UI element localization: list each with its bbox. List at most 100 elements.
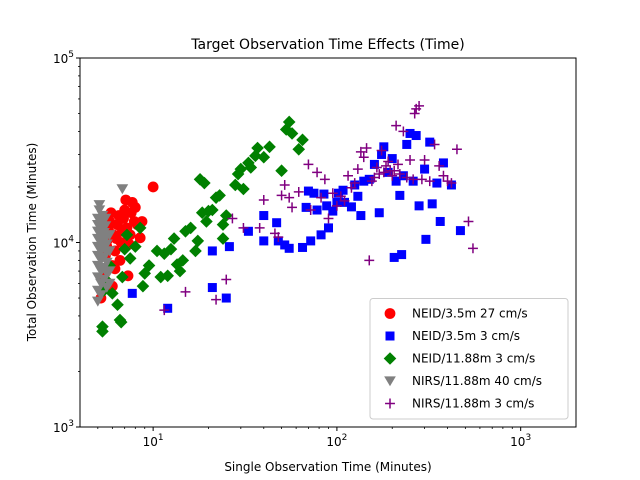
data-point [279,180,290,190]
data-point [352,164,363,175]
data-point [243,226,253,236]
chart-title: Target Observation Time Effects (Time) [190,37,464,53]
data-point [189,244,202,258]
data-point [193,173,207,186]
x-axis-label: Single Observation Time (Minutes) [224,460,431,474]
y-axis-ticks: 103 104 105 [53,50,80,435]
data-point [116,184,129,195]
data-point [238,222,249,233]
data-point [369,159,379,169]
tick-label: 105 [53,50,74,66]
legend-item: NEID/11.88m 3 cm/s [383,352,535,366]
data-point [316,192,327,203]
data-point [364,174,374,184]
data-point [319,189,329,199]
data-point [234,162,248,176]
data-point [114,254,126,266]
data-point [129,201,141,213]
data-point [338,185,348,195]
legend-marker [385,331,395,341]
data-point [312,167,323,178]
data-point [353,191,363,201]
data-point [393,159,403,170]
data-point [242,156,255,170]
data-point [309,188,319,198]
data-point [425,137,435,147]
data-point [167,232,181,245]
data-point [284,192,295,203]
data-point [244,161,258,174]
legend-marker [383,352,397,365]
data-point [455,226,465,236]
data-point [176,254,190,267]
data-point [419,155,430,165]
data-point [339,195,350,206]
data-point [303,159,314,170]
data-point [405,128,415,138]
data-point [435,216,445,226]
data-point [355,146,366,157]
data-point [298,242,308,252]
data-point [133,221,147,235]
data-points [91,100,478,338]
data-point [136,279,150,293]
data-point [331,200,342,211]
legend: NEID/3.5m 27 cm/s NEID/3.5m 3 cm/s NEID/11… [369,298,569,420]
data-point [361,143,372,154]
data-point [287,202,297,213]
tick-label: 103 [510,433,531,449]
data-point [383,156,394,167]
data-point [328,206,338,216]
data-point [293,186,304,197]
data-point [323,213,334,224]
data-point [401,172,412,183]
data-point [216,232,230,245]
data-point [356,211,366,221]
data-point [322,201,332,211]
data-point [463,216,474,227]
legend-label: NEID/3.5m 3 cm/s [412,329,520,343]
data-point [103,230,116,241]
data-point [103,266,116,277]
data-point [142,259,156,272]
data-point [118,213,129,224]
tick-label: 102 [326,433,347,449]
legend-label: NIRS/11.88m 3 cm/s [412,397,534,411]
data-point [249,149,262,163]
legend-label: NIRS/11.88m 40 cm/s [412,374,542,388]
tick-label: 101 [143,433,164,449]
data-point [211,294,222,305]
data-point [306,236,316,246]
data-point [371,162,382,173]
data-point [398,171,408,181]
data-point [134,232,146,244]
data-point [378,167,389,178]
data-point [323,223,333,233]
data-point [207,283,217,293]
data-point [429,139,440,150]
data-point [346,202,356,212]
data-point [93,200,106,211]
data-point [420,164,430,174]
data-point [391,176,401,186]
data-point [381,160,391,171]
data-point [198,176,211,190]
data-point [397,250,407,260]
data-point [99,221,112,232]
legend-label: NEID/11.88m 3 cm/s [412,352,535,366]
data-point [468,243,478,254]
data-point [161,269,174,283]
data-point [173,264,187,278]
data-point [96,320,109,333]
series-5 [159,100,478,316]
data-point [120,228,134,242]
data-point [303,186,313,196]
data-point [416,174,427,185]
data-point [184,221,197,235]
data-point [224,242,234,252]
data-point [180,286,191,297]
data-point [237,182,250,196]
data-point [207,246,217,256]
data-point [389,252,399,262]
